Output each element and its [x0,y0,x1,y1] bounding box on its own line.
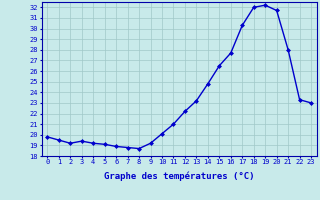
X-axis label: Graphe des températures (°C): Graphe des températures (°C) [104,171,254,181]
